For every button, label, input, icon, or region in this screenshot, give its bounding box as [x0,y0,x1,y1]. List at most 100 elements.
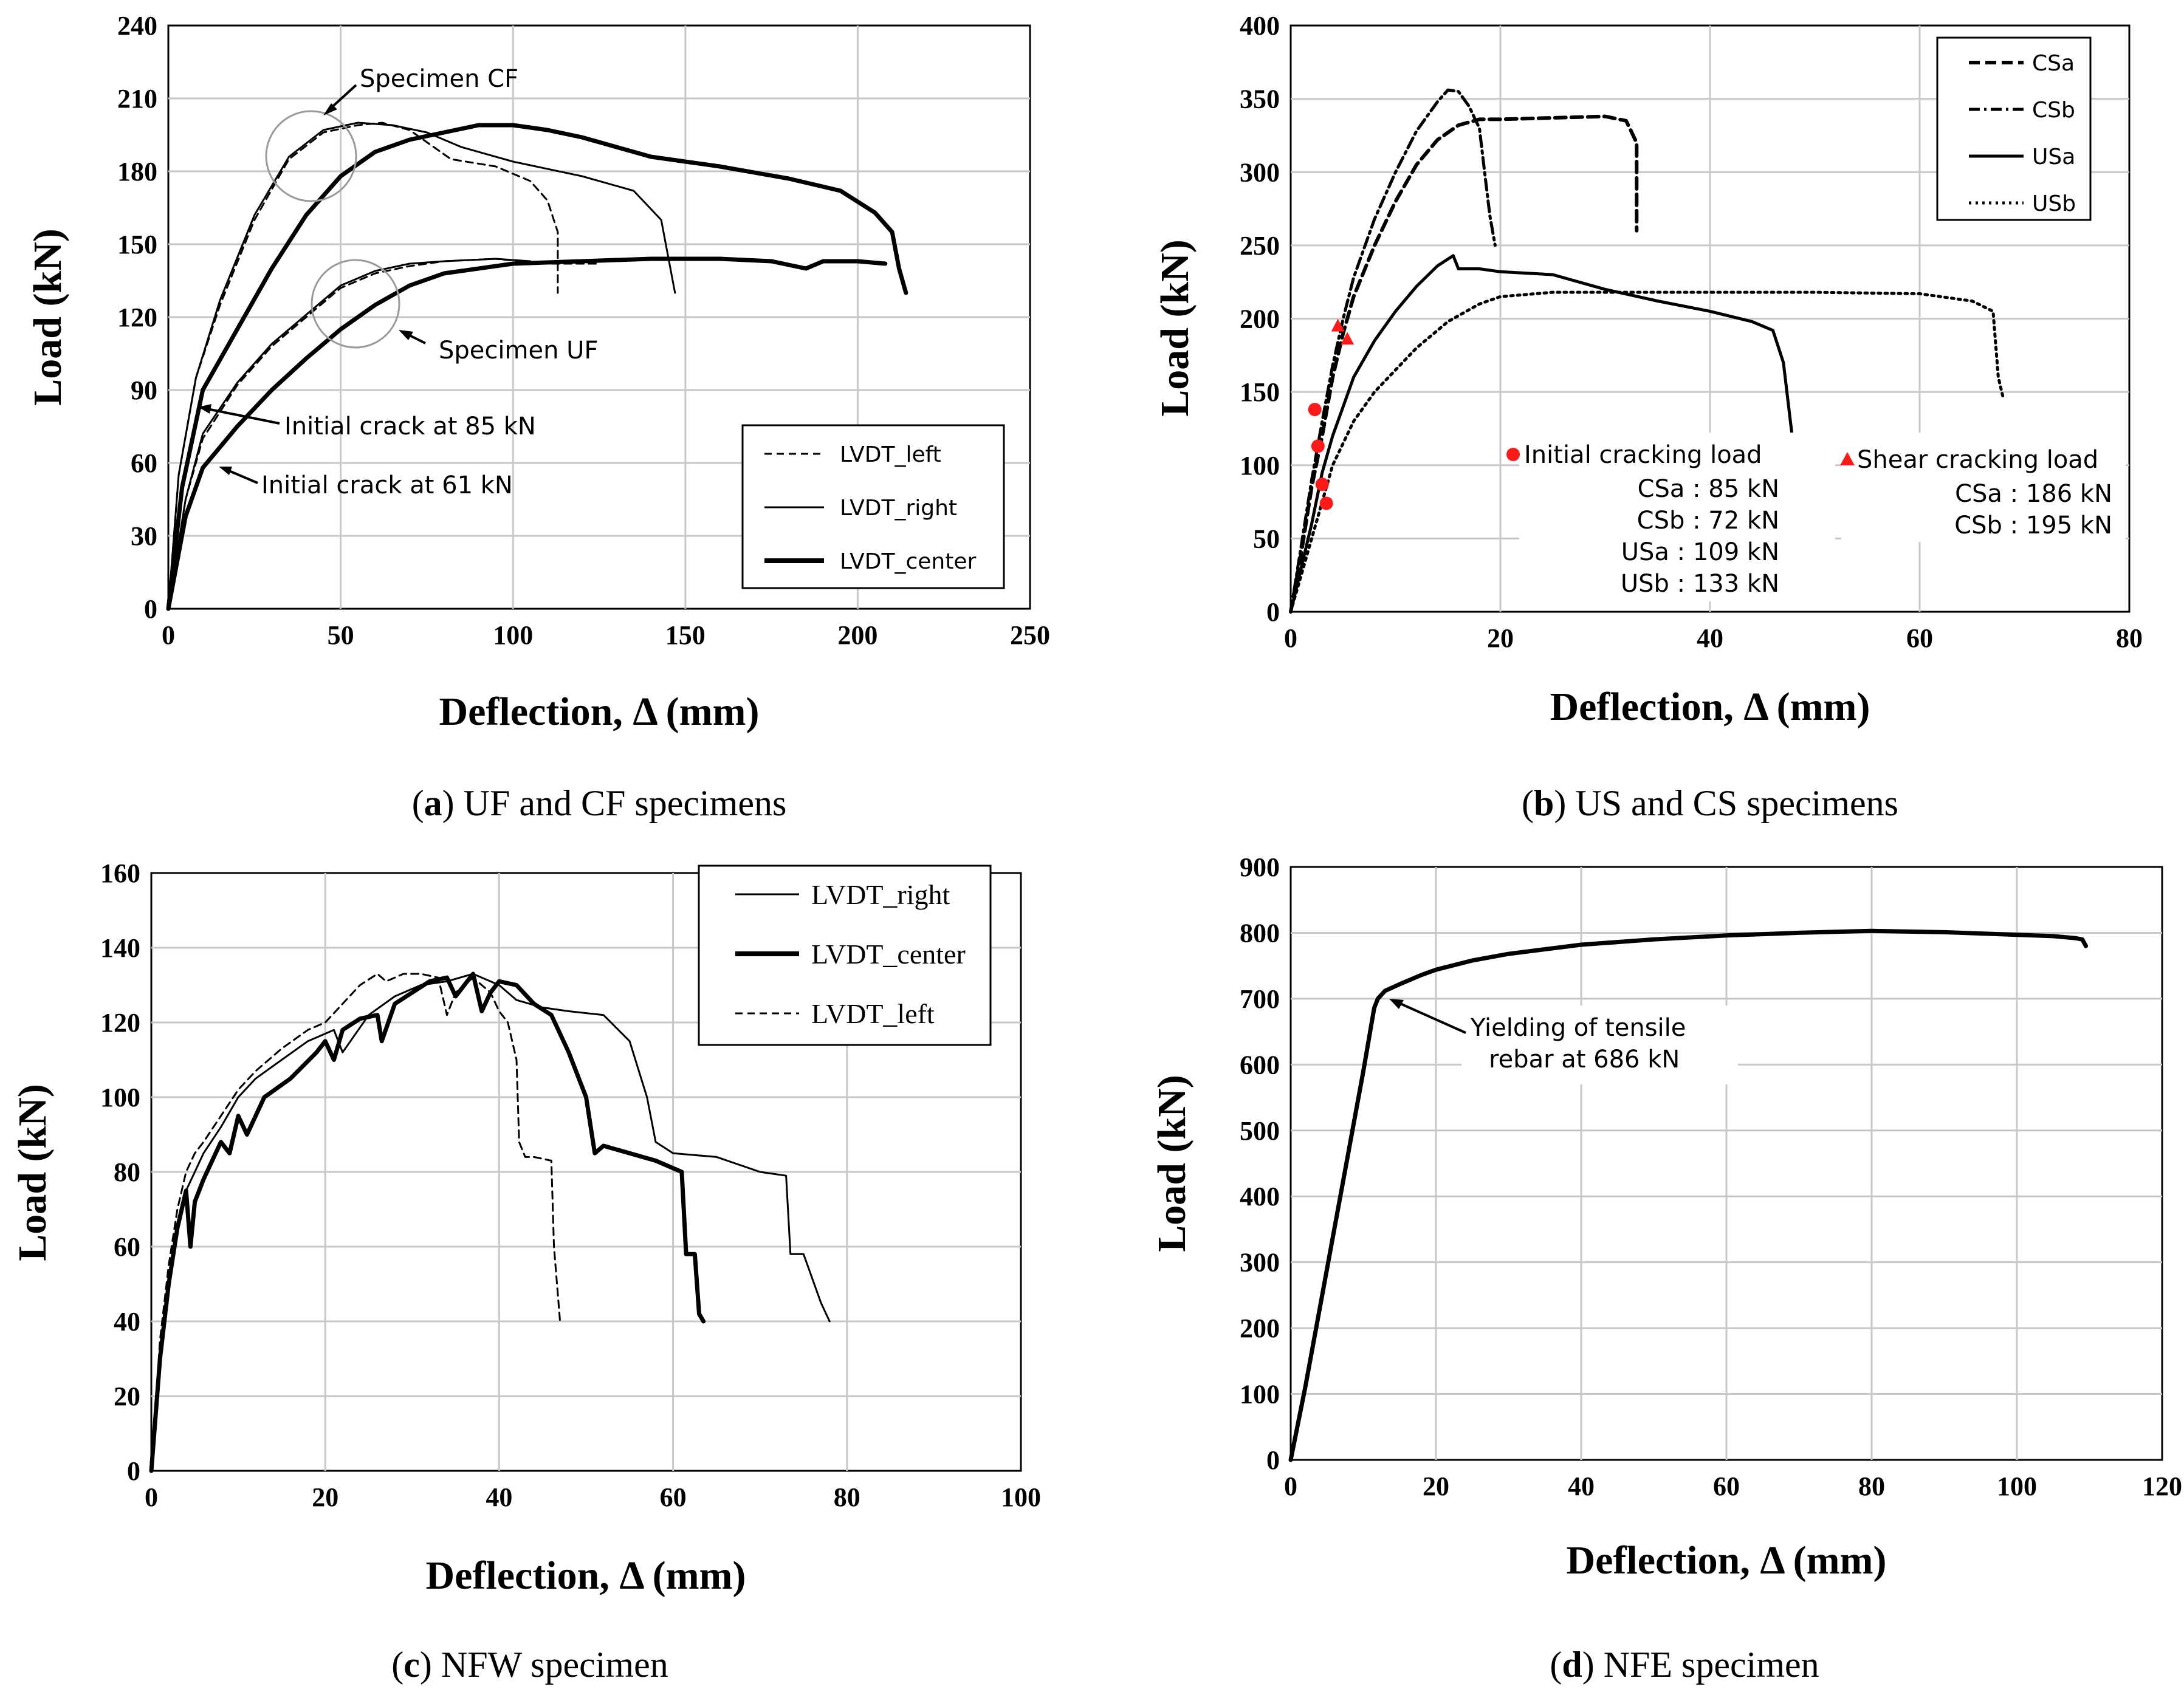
y-tick-label: 60 [114,1232,140,1262]
crack85-arrowhead [198,404,211,414]
panel-a-caption-text: UF and CF specimens [464,783,787,823]
x-tick-label: 100 [1997,1471,2037,1501]
y-tick-label: 200 [1240,304,1280,334]
x-tick-label: 20 [312,1482,338,1512]
panel-c-caption-text: NFW specimen [441,1645,668,1685]
panel-b-caption: (b) US and CS specimens [1522,783,1898,823]
x-tick-label: 60 [1713,1471,1740,1501]
y-tick-label: 140 [100,933,140,963]
yield-arrow [1397,1001,1466,1034]
initial-crack-85-label: Initial crack at 85 kN [284,413,536,440]
shear-crack-marker [1331,318,1345,332]
initial-crack-legend-marker [1506,448,1520,461]
panel-b: 0 50 100 150 200 250 300 350 400 0 20 40 60 80 Defle… [1153,11,2143,823]
y-tick-label: 300 [1240,1248,1280,1278]
x-tick-label: 40 [1568,1471,1595,1501]
panel-a-legend: LVDT_left LVDT_right LVDT_center [741,424,1005,589]
y-tick-label: 0 [144,594,157,624]
shear-row-csa: CSa : 186 kN [1955,480,2112,508]
shear-crack-marker [1341,332,1355,345]
crack61-arrowhead [219,467,232,475]
legend-box [1936,36,2092,221]
x-tick-label: 120 [2142,1471,2182,1501]
y-tick-label: 30 [131,521,157,551]
x-tick-label: 0 [1284,1471,1297,1501]
panel-a: 0 30 60 90 120 150 180 210 240 0 50 100 150 200 250 D… [26,11,1050,823]
panel-b-gridlines [1291,26,2129,612]
panel-d-caption-letter: d [1562,1645,1582,1685]
panel-d-caption-text: NFE specimen [1604,1645,1819,1685]
series-line-csa [1289,114,1639,614]
cf-circle-marker [265,110,357,202]
panel-a-caption-letter: a [424,783,442,823]
series-line-nfe [1288,928,2088,1462]
legend-label-usb: USb [2032,191,2076,216]
panel-b-x-axis-label: Deflection, Δ (mm) [1550,685,1870,729]
legend-label-csa: CSa [2032,51,2075,76]
legend-label-right: LVDT_right [811,879,950,910]
panel-d-x-axis-label: Deflection, Δ (mm) [1566,1538,1886,1583]
panel-c-caption-letter: c [403,1645,420,1685]
panel-a-y-axis-label: Load (kN) [26,228,70,406]
shear-crack-legend-marker [1840,452,1855,465]
x-tick-label: 80 [834,1482,860,1512]
x-tick-label: 0 [162,620,175,650]
yield-note-bg [1461,1005,1738,1084]
legend-label-csb: CSb [2032,98,2075,123]
panel-c-x-ticks: 0 20 40 60 80 100 [145,1482,1041,1512]
legend-label-center: LVDT_center [811,939,966,970]
x-tick-label: 20 [1487,623,1514,653]
x-tick-label: 200 [837,620,877,650]
specimen-cf-label: Specimen CF [360,65,518,93]
y-tick-label: 400 [1240,1182,1280,1211]
legend-label-usa: USa [2032,145,2075,170]
series-line-usa [1289,254,1796,614]
y-tick-label: 250 [1240,231,1280,261]
x-tick-label: 250 [1010,620,1050,650]
uf-arrowhead [399,330,413,340]
panel-a-series [166,122,908,611]
series-line-lvdt_center [149,971,706,1473]
crack85-arrow [204,407,280,425]
panel-c-series [149,971,831,1473]
x-tick-label: 40 [486,1482,512,1512]
panel-d-x-ticks: 0 20 40 60 80 100 120 [1284,1471,2182,1501]
initial-note-bg [1519,433,1835,601]
specimen-uf-label: Specimen UF [439,337,598,365]
x-tick-label: 100 [493,620,533,650]
panel-a-caption: (a) UF and CF specimens [412,783,787,823]
panel-b-caption-text: US and CS specimens [1575,783,1898,823]
panel-b-x-ticks: 0 20 40 60 80 [1284,623,2143,653]
y-tick-label: 60 [131,448,157,478]
x-tick-label: 100 [1001,1482,1041,1512]
y-tick-label: 700 [1240,984,1280,1014]
series-line-csb [1289,88,1497,614]
x-tick-label: 60 [1906,623,1933,653]
y-tick-label: 240 [117,11,157,41]
legend-label-center: LVDT_center [840,549,976,574]
series-line-cf-lvdt_right [167,122,676,610]
x-tick-label: 80 [1858,1471,1885,1501]
y-tick-label: 120 [117,303,157,332]
y-tick-label: 210 [117,84,157,114]
y-tick-label: 350 [1240,84,1280,114]
x-tick-label: 150 [665,620,706,650]
panel-a-x-axis-label: Deflection, Δ (mm) [439,690,759,734]
initial-crack-marker [1308,403,1322,417]
y-tick-label: 0 [1266,597,1280,627]
panel-c: 0 20 40 60 80 100 120 140 160 0 20 40 60 80 100 Defle… [10,858,1041,1685]
panel-d: 0 100 200 300 400 500 600 700 800 900 0 20 40 60 80 10… [1150,852,2182,1685]
x-tick-label: 0 [145,1482,158,1512]
initial-row-usa: USa : 109 kN [1621,538,1779,566]
initial-row-csb: CSb : 72 kN [1637,507,1779,535]
panel-a-x-ticks: 0 50 100 150 200 250 [162,620,1050,650]
panel-d-caption: (d) NFE specimen [1550,1645,1819,1685]
y-tick-label: 20 [114,1382,140,1411]
initial-crack-marker [1311,439,1325,453]
panel-b-crack-markers [1308,318,1355,510]
panel-d-y-ticks: 0 100 200 300 400 500 600 700 800 900 [1240,852,1280,1475]
y-tick-label: 90 [131,375,157,405]
y-tick-label: 160 [100,858,140,888]
series-line-cf-lvdt_center [166,123,908,611]
